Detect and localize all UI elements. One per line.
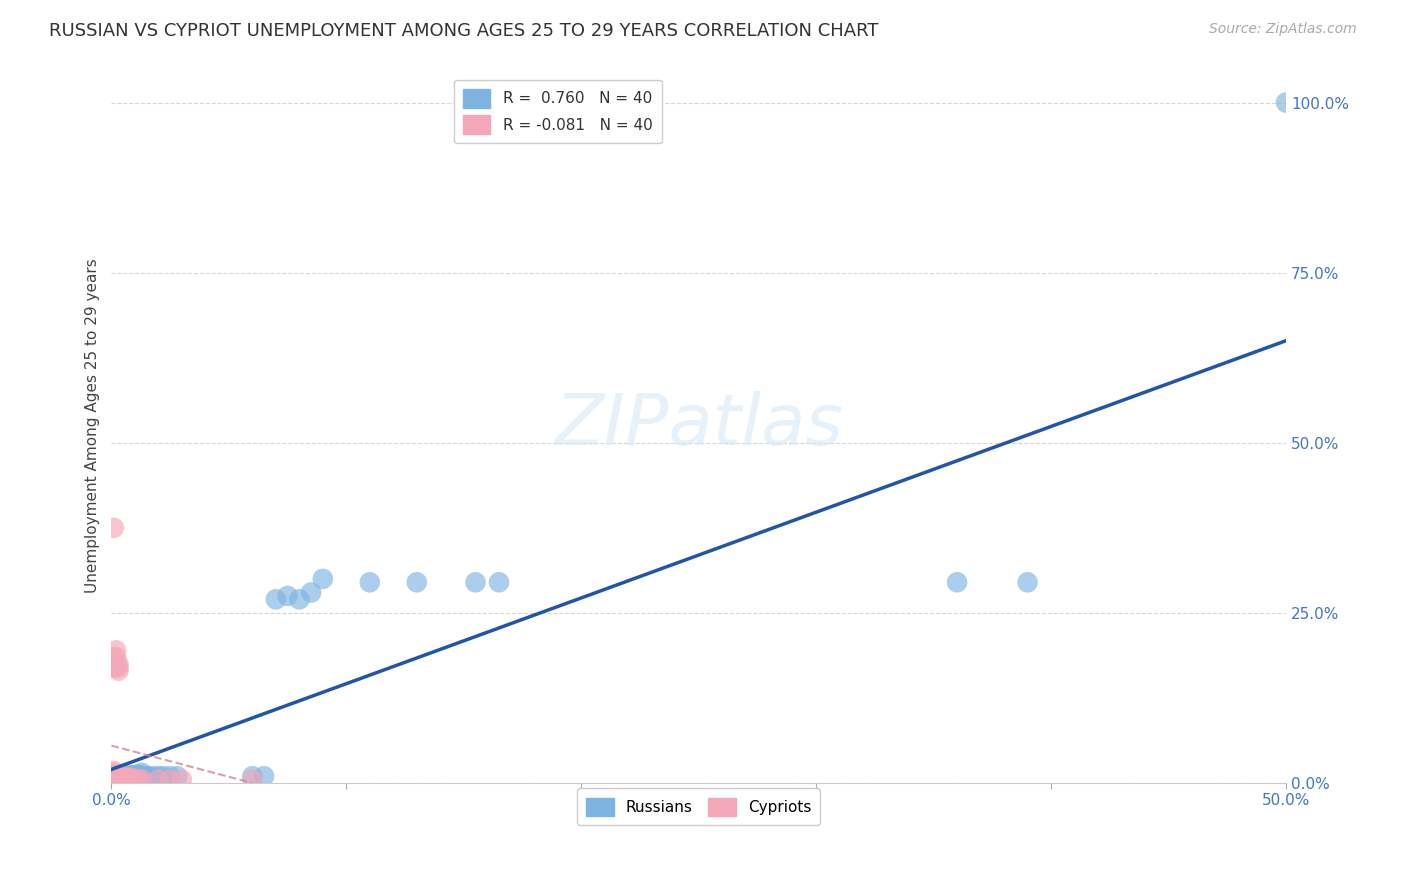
Point [112,769,135,783]
Point [488,575,510,590]
Text: Source: ZipAtlas.com: Source: ZipAtlas.com [1209,22,1357,37]
Point [105,643,128,657]
Point [112,771,135,785]
Point [127,768,149,782]
Point [105,772,128,787]
Point [170,772,193,787]
Point [114,769,136,783]
Point [105,660,128,674]
Text: RUSSIAN VS CYPRIOT UNEMPLOYMENT AMONG AGES 25 TO 29 YEARS CORRELATION CHART: RUSSIAN VS CYPRIOT UNEMPLOYMENT AMONG AG… [49,22,879,40]
Point [159,769,181,783]
Point [112,768,135,782]
Point [240,772,263,787]
Point [107,772,129,787]
Point [117,772,139,787]
Point [253,769,276,783]
Point [114,771,136,785]
Point [120,768,142,782]
Point [114,772,136,787]
Point [103,771,125,785]
Point [105,650,128,665]
Point [142,769,165,783]
Point [359,575,381,590]
Point [110,769,132,783]
Point [138,769,160,783]
Point [134,769,156,783]
Point [128,772,150,787]
Point [124,768,146,782]
Point [103,521,125,535]
Point [107,771,129,785]
Point [240,769,263,783]
Point [107,660,129,674]
Point [112,772,135,787]
Point [107,664,129,678]
Point [103,772,125,787]
Point [107,768,129,782]
Point [148,772,170,787]
Point [135,769,157,783]
Point [131,765,153,780]
Point [105,769,128,783]
Point [103,660,125,674]
Text: ZIPatlas: ZIPatlas [554,392,844,460]
Point [121,769,143,783]
Point [110,769,132,783]
Point [103,768,125,782]
Point [128,768,150,782]
Point [103,764,125,778]
Point [120,771,142,785]
Point [103,771,125,785]
Point [121,772,143,787]
Point [107,769,129,783]
Point [131,772,153,787]
Point [110,768,132,782]
Point [946,575,969,590]
Point [117,771,139,785]
Point [148,769,170,783]
Point [105,769,128,783]
Point [110,772,132,787]
Point [405,575,427,590]
Point [264,592,287,607]
Point [159,772,181,787]
Point [103,769,125,783]
Point [1017,575,1039,590]
Point [1275,95,1298,110]
Point [464,575,486,590]
Point [277,589,299,603]
Legend: Russians, Cypriots: Russians, Cypriots [576,789,820,825]
Y-axis label: Unemployment Among Ages 25 to 29 years: Unemployment Among Ages 25 to 29 years [86,259,100,593]
Point [299,585,322,599]
Point [103,769,125,783]
Point [105,768,128,782]
Point [166,769,188,783]
Point [312,572,335,586]
Point [107,657,129,671]
Point [103,650,125,665]
Point [127,772,149,787]
Point [124,772,146,787]
Point [103,765,125,780]
Point [288,592,311,607]
Point [152,769,174,783]
Point [117,769,139,783]
Point [105,771,128,785]
Point [107,769,129,783]
Point [120,772,142,787]
